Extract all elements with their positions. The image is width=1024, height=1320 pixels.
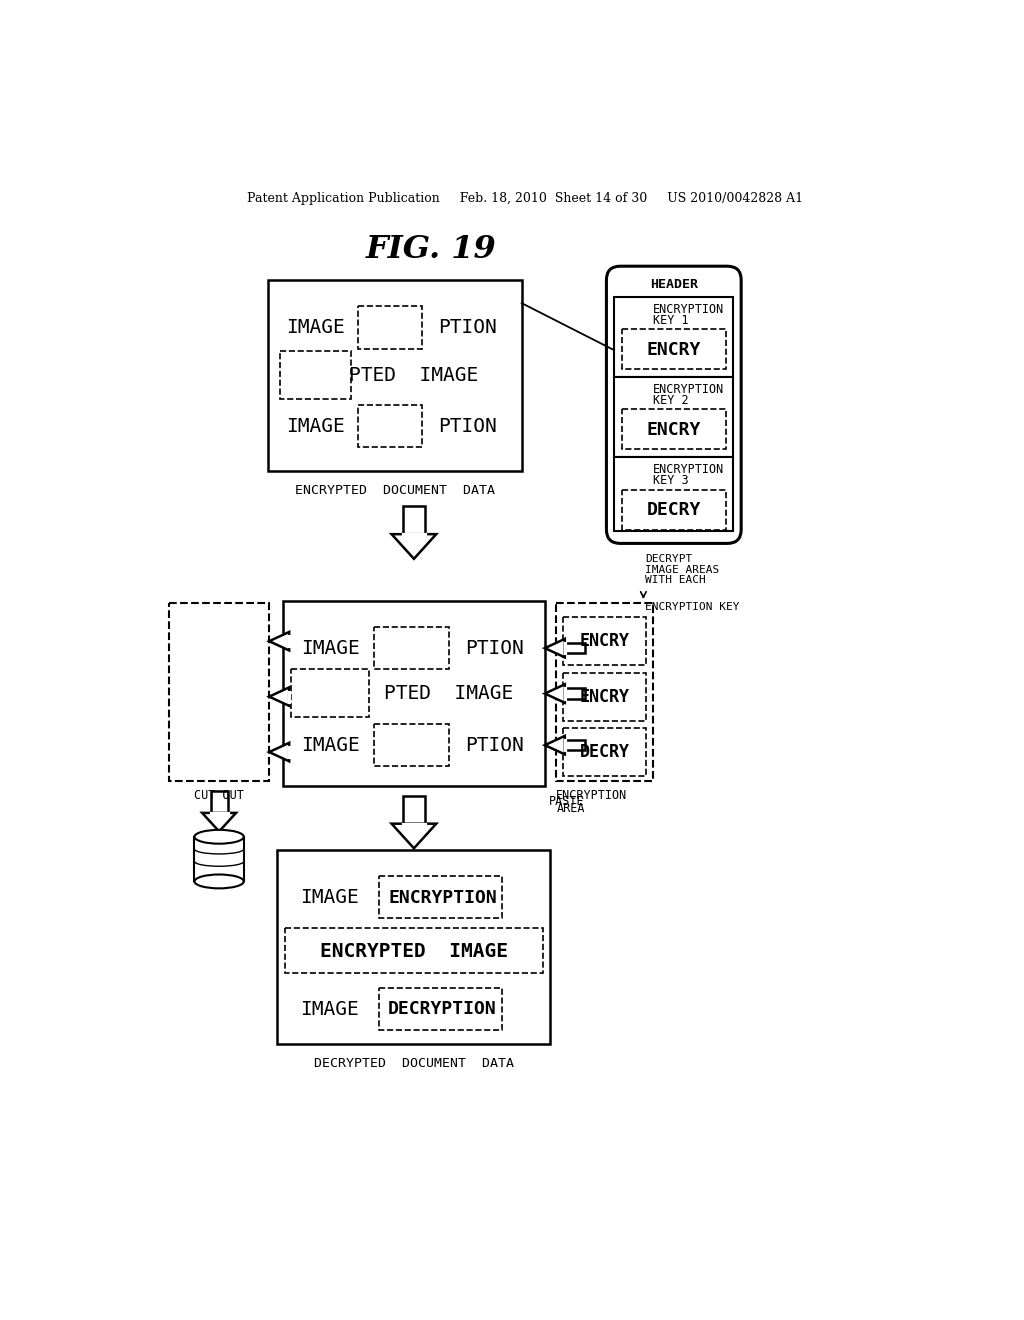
Bar [181, 618, 257, 665]
Bar [358, 306, 422, 348]
Bar [358, 405, 422, 447]
Text: ENCRY: ENCRY [580, 688, 630, 706]
Text: PTION: PTION [465, 735, 524, 755]
Polygon shape [269, 743, 289, 762]
Text: IMAGE: IMAGE [301, 639, 360, 657]
Text: IMAGE: IMAGE [286, 417, 345, 436]
Text: PTION: PTION [438, 417, 498, 436]
Text: DECRYPT: DECRYPT [645, 554, 692, 564]
Ellipse shape [195, 874, 244, 888]
Bar [403, 796, 425, 824]
Text: WITH EACH: WITH EACH [645, 576, 706, 585]
Text: PTED  IMAGE: PTED IMAGE [384, 684, 513, 704]
Bar [562, 729, 646, 776]
Bar [211, 792, 227, 813]
Text: DECRY: DECRY [580, 743, 630, 762]
Bar [195, 837, 244, 882]
Text: FIG. 19: FIG. 19 [366, 234, 497, 265]
Bar [565, 741, 585, 750]
Text: CUT OUT: CUT OUT [195, 789, 244, 803]
Text: ENCRYPTION: ENCRYPTION [652, 302, 724, 315]
Text: PTION: PTION [438, 318, 498, 338]
Polygon shape [545, 684, 565, 702]
FancyBboxPatch shape [606, 267, 741, 544]
Bar [614, 457, 733, 531]
Bar [361, 408, 418, 444]
Polygon shape [269, 632, 289, 651]
Text: ENCRYPTION: ENCRYPTION [652, 463, 724, 477]
Bar [565, 689, 585, 698]
Bar [622, 409, 726, 449]
Bar [181, 729, 257, 776]
Bar [379, 876, 502, 919]
Polygon shape [391, 535, 436, 558]
Bar [361, 309, 418, 346]
Bar [562, 673, 646, 721]
Text: ENCRYPTION: ENCRYPTION [388, 888, 497, 907]
Text: ENCRYPTION KEY: ENCRYPTION KEY [645, 602, 739, 612]
Bar [283, 747, 289, 758]
Text: ENCRY: ENCRY [646, 341, 701, 359]
Text: ENCRY: ENCRY [580, 632, 630, 651]
Text: DECRYPTED  DOCUMENT  DATA: DECRYPTED DOCUMENT DATA [313, 1056, 513, 1069]
Text: KEY 1: KEY 1 [652, 314, 688, 326]
Text: ENCRYPTED  DOCUMENT  DATA: ENCRYPTED DOCUMENT DATA [295, 483, 495, 496]
Bar [403, 507, 425, 535]
Text: HEADER: HEADER [650, 279, 697, 292]
Bar [622, 330, 726, 370]
Bar [291, 669, 370, 717]
Bar [267, 280, 521, 471]
Bar [565, 643, 585, 653]
Text: ENCRYPTION: ENCRYPTION [652, 383, 724, 396]
Text: DECRY: DECRY [646, 502, 701, 519]
Text: AREA: AREA [556, 801, 585, 814]
Bar [374, 627, 450, 669]
Bar [562, 618, 646, 665]
Bar [614, 378, 733, 457]
Ellipse shape [195, 830, 244, 843]
Text: KEY 2: KEY 2 [652, 393, 688, 407]
Polygon shape [391, 824, 436, 849]
Text: Patent Application Publication     Feb. 18, 2010  Sheet 14 of 30     US 2010/004: Patent Application Publication Feb. 18, … [247, 191, 803, 205]
Text: DECRYPTION: DECRYPTION [388, 1001, 497, 1018]
Text: IMAGE: IMAGE [300, 888, 358, 907]
Bar [280, 351, 351, 399]
Bar [614, 297, 733, 378]
Bar [283, 636, 289, 647]
Bar [283, 601, 545, 785]
Text: KEY 3: KEY 3 [652, 474, 688, 487]
Bar [556, 603, 652, 780]
Text: PASTE: PASTE [549, 795, 585, 808]
Polygon shape [545, 737, 565, 755]
Bar [181, 673, 257, 721]
Bar [374, 723, 450, 766]
Text: IMAGE: IMAGE [286, 318, 345, 338]
Bar [379, 987, 502, 1030]
Text: IMAGE: IMAGE [301, 735, 360, 755]
Bar [283, 354, 347, 396]
Text: ENCRY: ENCRY [646, 421, 701, 440]
Text: PTED  IMAGE: PTED IMAGE [349, 366, 478, 385]
Text: ENCRYPTED  IMAGE: ENCRYPTED IMAGE [319, 942, 508, 961]
Polygon shape [202, 813, 237, 832]
Bar [622, 490, 726, 529]
Bar [169, 603, 269, 780]
Polygon shape [269, 688, 289, 706]
Text: ENCRYPTION: ENCRYPTION [556, 789, 628, 803]
Polygon shape [545, 639, 565, 657]
Bar [276, 850, 550, 1044]
Text: IMAGE: IMAGE [300, 999, 358, 1019]
Bar [283, 692, 289, 702]
Text: PTION: PTION [465, 639, 524, 657]
Text: IMAGE AREAS: IMAGE AREAS [645, 565, 719, 574]
Bar [285, 928, 543, 973]
